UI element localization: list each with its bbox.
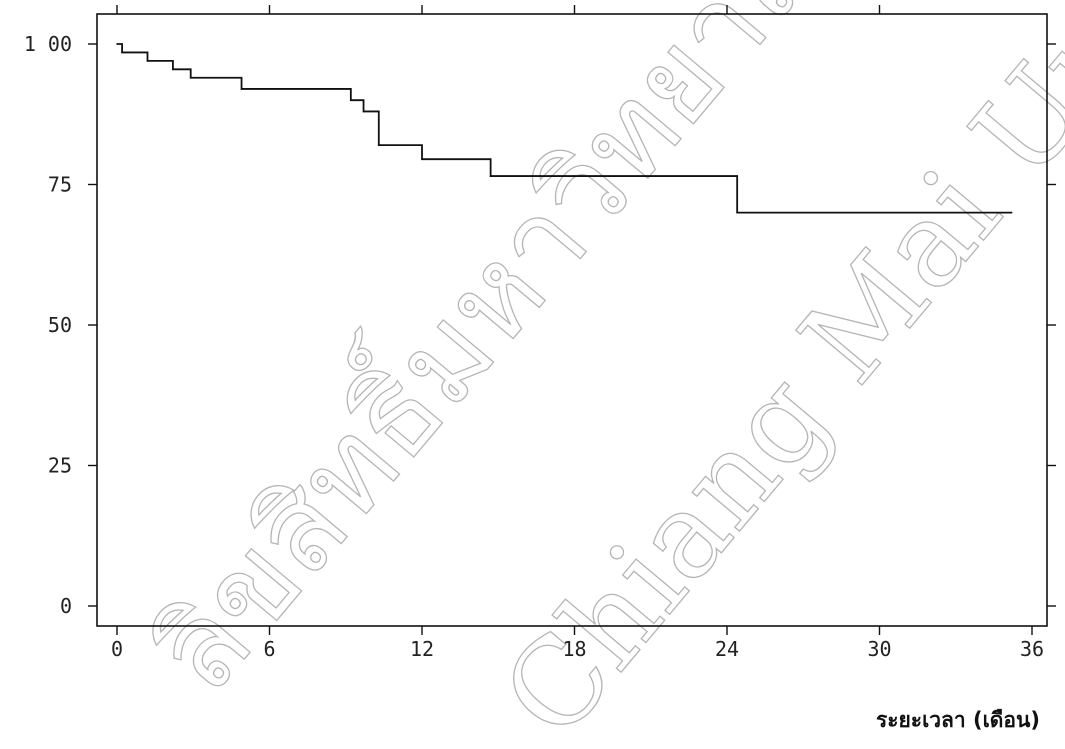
step-point — [489, 175, 492, 177]
x-tick-label: 24 — [715, 637, 739, 661]
series-layer — [116, 43, 1013, 214]
y-tick-label: 75 — [48, 173, 72, 197]
y-tick-label: 0 — [60, 594, 72, 618]
step-point — [362, 110, 365, 113]
watermark: ลิขสิทธิ์มหาวิทยาลัยเชียงใหม่ Chiang Mai… — [114, 0, 1065, 749]
plot-frame — [96, 13, 1048, 627]
y-tick-label: 25 — [48, 454, 72, 478]
step-point — [121, 51, 123, 54]
y-tick-label: 50 — [48, 313, 72, 337]
x-tick-label: 18 — [562, 637, 586, 661]
x-axis-label: ระยะเวลา (เดือน) — [876, 708, 1040, 732]
step-point — [240, 88, 243, 90]
step-point — [736, 211, 738, 214]
x-tick-label: 0 — [111, 637, 123, 661]
y-tick-label: 1 00 — [24, 32, 72, 56]
step-point — [1010, 211, 1013, 214]
survival-step-line — [117, 43, 1012, 214]
step-point — [377, 144, 380, 146]
step-point — [350, 99, 352, 101]
step-point — [146, 60, 149, 62]
step-point — [189, 76, 192, 79]
x-tick-label: 6 — [263, 637, 275, 661]
x-axis: 0 6 12 18 24 30 36 — [111, 5, 1044, 661]
x-tick-label: 36 — [1020, 637, 1044, 661]
step-point — [172, 68, 174, 71]
step-point — [116, 43, 118, 45]
x-tick-label: 30 — [867, 637, 891, 661]
x-tick-label: 12 — [410, 637, 434, 661]
step-point — [421, 158, 423, 161]
y-axis: 0 25 50 75 1 00 — [24, 32, 1056, 618]
